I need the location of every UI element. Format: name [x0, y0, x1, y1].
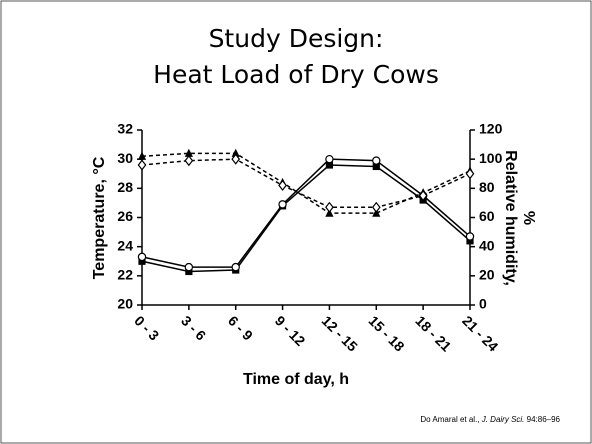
- y-tick-label: 28: [117, 179, 133, 195]
- point: [325, 201, 334, 213]
- series-line: [141, 152, 471, 214]
- point: [184, 155, 194, 167]
- series-line: [141, 164, 471, 273]
- y-tick-label: 22: [117, 267, 133, 283]
- point: [138, 257, 146, 265]
- point: [137, 252, 147, 262]
- source-part: Do Amaral et al.,: [420, 415, 481, 424]
- y2-tick-label: 60: [479, 208, 495, 224]
- series-line: [141, 158, 471, 268]
- x-axis-label: Time of day, h: [243, 371, 349, 388]
- y2-axis-label: Relative humidity,: [502, 150, 519, 286]
- y-tick-label: 24: [117, 237, 133, 253]
- y2-axis-label: %: [520, 211, 537, 225]
- point: [325, 161, 334, 169]
- y2-tick-label: 20: [479, 267, 495, 283]
- y2-tick-label: 120: [479, 121, 503, 137]
- y2-tick-label: 0: [479, 296, 487, 312]
- point: [325, 154, 334, 164]
- point: [184, 262, 194, 272]
- point: [418, 190, 428, 202]
- point: [137, 159, 147, 171]
- point: [185, 267, 193, 276]
- y-tick-label: 32: [117, 121, 133, 137]
- point: [278, 200, 287, 209]
- point: [371, 201, 381, 213]
- point: [372, 162, 380, 171]
- y-tick-label: 26: [117, 208, 133, 224]
- source: Do Amaral et al., J. Dairy Sci. 94:86–96: [420, 415, 560, 424]
- title-line: Heat Load of Dry Cows: [153, 60, 439, 89]
- y2-tick-label: 100: [479, 150, 503, 166]
- point: [372, 156, 381, 165]
- y2-tick-label: 80: [479, 179, 495, 195]
- y-axis-label: Temperature, °C: [91, 156, 108, 279]
- point: [465, 168, 475, 180]
- y2-tick-label: 40: [479, 237, 495, 253]
- source-part: J. Dairy Sci.: [481, 415, 525, 424]
- y-tick-label: 20: [117, 296, 133, 312]
- point: [466, 237, 474, 245]
- point: [231, 148, 240, 157]
- point: [231, 262, 240, 272]
- title-line: Study Design:: [209, 24, 384, 53]
- point: [137, 151, 147, 160]
- y-tick-label: 30: [117, 150, 133, 166]
- point: [278, 179, 287, 191]
- point: [184, 148, 193, 157]
- point: [231, 153, 241, 165]
- point: [465, 232, 475, 241]
- source-part: 94:86–96: [524, 415, 560, 424]
